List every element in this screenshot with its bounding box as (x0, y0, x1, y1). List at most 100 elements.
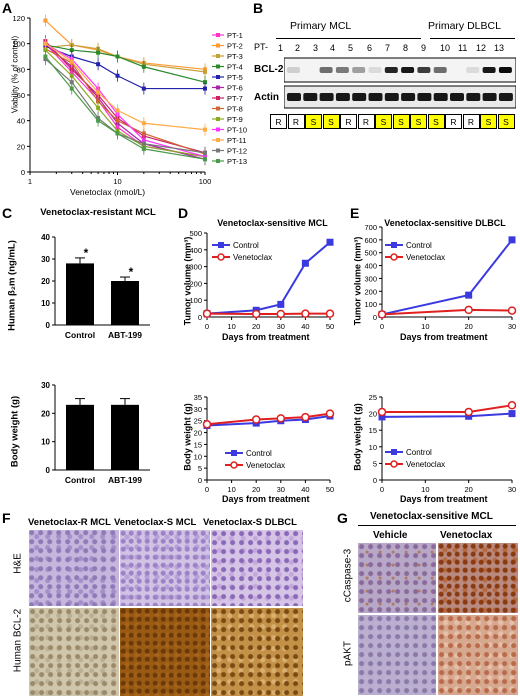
a-point (115, 108, 120, 113)
d-bottom-point-venetoclax (325, 409, 335, 418)
panel-e-title: Venetoclax-sensitive DLBCL (384, 218, 506, 228)
group-label-dlbcl: Primary DLBCL (428, 20, 501, 32)
e-top-point-venetoclax (464, 305, 473, 315)
e-bottom-ytick-label: 25 (369, 393, 377, 402)
lane-number: 7 (385, 43, 391, 53)
a-point (69, 59, 74, 64)
e-bottom-xtick-label: 20 (464, 485, 472, 494)
e-top-ytick-label: 400 (364, 262, 377, 271)
a-ytick-label: 80 (17, 65, 25, 74)
a-legend-marker (216, 75, 220, 79)
c-bottom-ytick-label: 10 (41, 438, 50, 447)
a-legend-label: PT-2 (227, 42, 243, 51)
e-top-ytick-label: 0 (373, 313, 377, 322)
a-ytick-label: 100 (12, 40, 25, 49)
panel-letter-g: G (337, 510, 348, 526)
e-bottom-series-line (381, 412, 513, 418)
d-top-point-venetoclax (301, 309, 310, 318)
d-top-ytick-label: 200 (189, 279, 202, 288)
group-line-mcl (276, 38, 421, 39)
a-ytick-label: 20 (17, 142, 25, 151)
western-blot (284, 57, 516, 109)
d-bottom-point-venetoclax (202, 420, 212, 429)
panel-e-xlabel-bottom: Days from treatment (400, 494, 488, 504)
panel-letter-d: D (178, 205, 189, 221)
e-bottom-ytick-label: 0 (373, 476, 377, 485)
a-ytick-label: 60 (17, 91, 25, 100)
d-top-legend-marker (217, 253, 225, 261)
a-point (203, 127, 207, 132)
panel-d-xlabel-top: Days from treatment (222, 332, 310, 342)
panel-d-xlabel-bottom: Days from treatment (222, 494, 310, 504)
e-bottom-point-control (465, 412, 473, 420)
lane-number: 9 (421, 43, 427, 53)
lane-number: 6 (367, 43, 373, 53)
d-top-point-control (301, 259, 309, 267)
d-bottom-ytick-label: 20 (194, 429, 202, 438)
micrograph-ccasp3-vehicle (358, 543, 436, 613)
a-point (69, 86, 74, 91)
d-top-xtick-label: 50 (326, 322, 334, 331)
a-series-line (45, 48, 206, 155)
d-top-ytick-label: 300 (189, 263, 202, 272)
bcl2-band (352, 67, 366, 73)
a-series-line (45, 43, 206, 131)
panel-d-ylabel-top: Tumor volume (mm³) (182, 236, 193, 326)
a-xtick-label: 10 (113, 177, 121, 186)
panel-g-col-venetoclax: Venetoclax (440, 530, 493, 541)
d-top-point-control (277, 300, 285, 308)
actin-band (417, 93, 432, 101)
a-legend-marker (216, 148, 220, 153)
e-bottom-ytick-label: 10 (369, 443, 377, 452)
panel-c-ylabel-bottom: Body weight (g) (9, 395, 21, 468)
micrograph-he-r-mcl (29, 530, 119, 606)
e-bottom-legend-label: Venetoclax (406, 460, 445, 469)
a-legend-label: PT-7 (227, 94, 243, 103)
c-top-star: * (129, 265, 134, 279)
d-bottom-point-venetoclax (251, 415, 261, 424)
e-bottom-ytick-label: 15 (369, 426, 377, 435)
actin-band (498, 93, 513, 101)
e-bottom-point-venetoclax (377, 407, 387, 417)
d-bottom-xtick-label: 50 (326, 485, 334, 494)
a-legend-marker (216, 96, 220, 100)
blot-row-actin: Actin (254, 92, 279, 103)
e-bottom-ytick-label: 5 (373, 459, 377, 468)
bcl2-band (482, 67, 496, 73)
panel-d-title: Venetoclax-sensitive MCL (217, 218, 328, 228)
panel-g-col-vehicle: Vehicle (373, 530, 408, 541)
d-top-xtick-label: 0 (205, 322, 209, 331)
lane-number: 10 (440, 43, 451, 53)
a-xtick-label: 100 (199, 177, 212, 186)
a-point (141, 121, 146, 126)
a-ytick-label: 0 (21, 168, 25, 177)
a-point (96, 118, 101, 123)
e-top-xtick-label: 0 (380, 322, 384, 331)
panel-letter-e: E (350, 205, 360, 221)
e-top-point-venetoclax (377, 310, 387, 319)
c-top-ytick-label: 40 (41, 233, 50, 242)
d-bottom-ytick-label: 25 (194, 417, 202, 426)
c-bottom-ytick-label: 30 (41, 381, 50, 390)
a-ytick-label: 120 (12, 14, 25, 23)
d-bottom-legend-label: Venetoclax (246, 461, 285, 470)
c-top-ytick-label: 10 (41, 299, 50, 308)
a-point (141, 146, 146, 151)
panel-f-row-he: H&E (12, 553, 24, 574)
actin-band (482, 93, 497, 101)
e-bottom-point-control (508, 410, 516, 418)
e-bottom-ytick-label: 20 (369, 410, 377, 419)
a-point (69, 80, 74, 85)
actin-band (287, 93, 301, 101)
a-legend-label: PT-12 (227, 147, 247, 156)
a-point (43, 41, 48, 46)
sensitivity-cell: R (287, 114, 305, 129)
blot-row-bcl2: BCL-2 (254, 64, 284, 75)
d-bottom-ytick-label: 0 (198, 476, 202, 485)
a-legend-label: PT-4 (227, 63, 243, 72)
bcl2-band (335, 67, 349, 73)
lane-number: 13 (494, 43, 505, 53)
c-bottom-bar (111, 404, 139, 470)
sensitivity-cell: R (340, 114, 357, 129)
e-bottom-point-venetoclax (464, 407, 473, 417)
